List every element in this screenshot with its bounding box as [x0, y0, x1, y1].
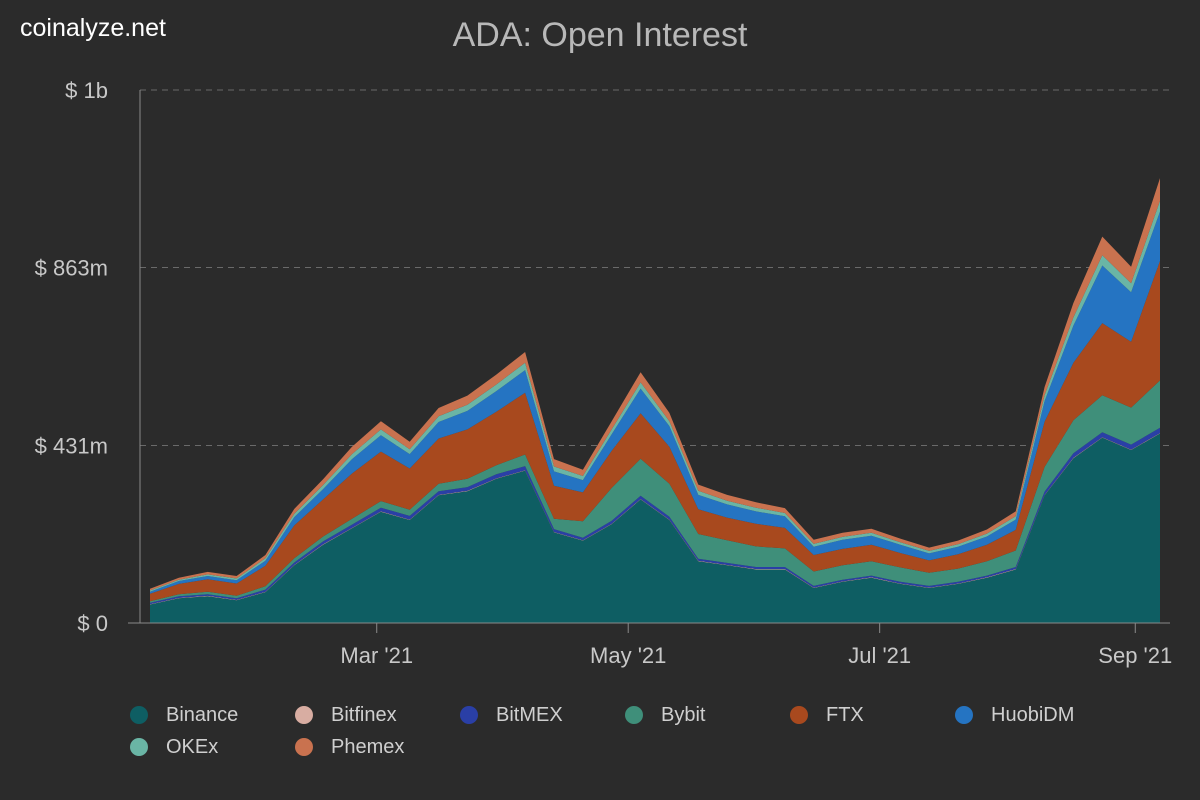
legend-label: OKEx	[166, 735, 219, 758]
stacked-areas	[150, 178, 1160, 623]
legend-item-ftx[interactable]: FTX	[790, 702, 864, 728]
legend-item-huobidm[interactable]: HuobiDM	[955, 702, 1074, 728]
legend-swatch	[130, 706, 148, 724]
legend-swatch	[625, 706, 643, 724]
area-ftx	[150, 260, 1160, 602]
legend-swatch	[955, 706, 973, 724]
legend-label: HuobiDM	[991, 703, 1075, 726]
site-watermark: coinalyze.net	[20, 14, 166, 42]
legend-item-bybit[interactable]: Bybit	[625, 702, 705, 728]
legend-swatch	[295, 738, 313, 756]
legend-item-bitfinex[interactable]: Bitfinex	[295, 702, 397, 728]
y-tick-label: $ 0	[77, 611, 108, 636]
y-tick-label: $ 431m	[35, 433, 108, 458]
legend-swatch	[295, 706, 313, 724]
legend-item-binance[interactable]: Binance	[130, 702, 238, 728]
axes: $ 0 $ 431m $ 863m $ 1b Mar '21 May '21 Jul '21…	[35, 78, 1173, 668]
legend-item-okex[interactable]: OKEx	[130, 734, 218, 760]
legend-label: FTX	[826, 703, 864, 726]
legend-swatch	[460, 706, 478, 724]
legend-label: Bybit	[661, 703, 706, 726]
legend-label: BitMEX	[496, 703, 563, 726]
y-tick-label: $ 1b	[65, 78, 108, 103]
legend-label: Bitfinex	[331, 703, 397, 726]
legend-swatch	[130, 738, 148, 756]
x-tick-label: May '21	[590, 643, 666, 668]
legend-swatch	[790, 706, 808, 724]
y-tick-label: $ 863m	[35, 256, 108, 281]
legend-item-bitmex[interactable]: BitMEX	[460, 702, 563, 728]
x-tick-label: Jul '21	[848, 643, 911, 668]
legend-item-phemex[interactable]: Phemex	[295, 734, 404, 760]
legend-label: Phemex	[331, 735, 405, 758]
legend-label: Binance	[166, 703, 239, 726]
x-tick-label: Mar '21	[340, 643, 413, 668]
chart-title: ADA: Open Interest	[452, 16, 748, 54]
area-binance	[150, 433, 1160, 623]
grid-lines	[140, 89, 1170, 446]
x-tick-label: Sep '21	[1098, 643, 1172, 668]
area-bybit	[150, 380, 1160, 603]
